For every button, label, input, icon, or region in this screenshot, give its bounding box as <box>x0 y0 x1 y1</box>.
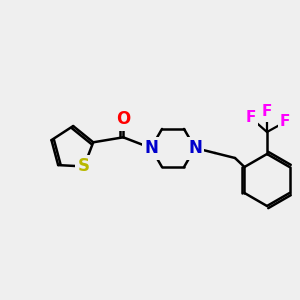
Text: F: F <box>280 115 290 130</box>
Text: F: F <box>246 110 256 125</box>
Text: O: O <box>116 110 130 128</box>
Text: N: N <box>188 139 202 157</box>
Text: N: N <box>144 139 158 157</box>
Text: F: F <box>262 104 272 119</box>
Text: S: S <box>78 158 90 175</box>
